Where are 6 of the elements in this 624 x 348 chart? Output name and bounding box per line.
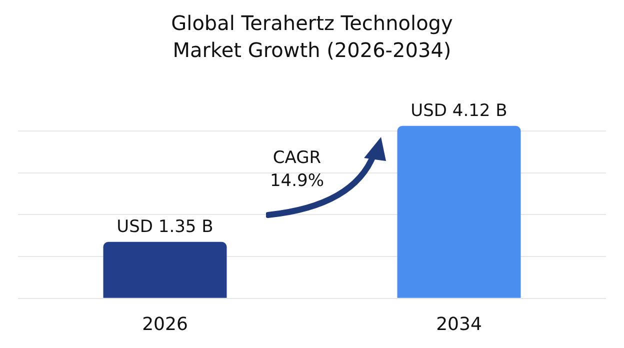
data-label: USD 1.35 B bbox=[116, 216, 214, 237]
chart-title: Global Terahertz Technology Market Growth (2026-2034) bbox=[170, 10, 454, 64]
data-label: USD 4.12 B bbox=[410, 100, 508, 121]
x-tick-label: 2026 bbox=[142, 314, 188, 335]
x-tick-label: 2034 bbox=[436, 314, 482, 335]
annotation: CAGR 14.9% bbox=[268, 147, 325, 193]
